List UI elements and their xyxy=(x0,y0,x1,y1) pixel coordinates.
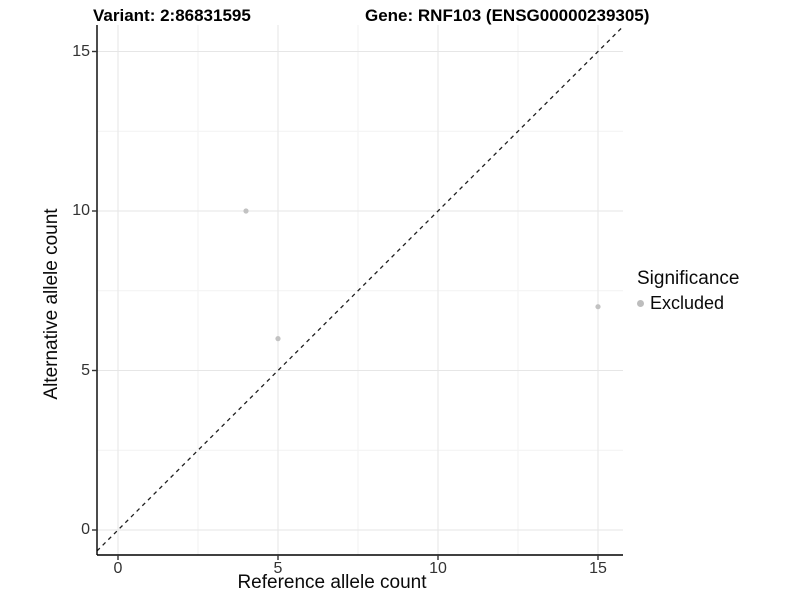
identity-dashed-line xyxy=(96,26,624,552)
plot-title-variant: Variant: 2:86831595 xyxy=(93,6,251,25)
y-tick-label: 15 xyxy=(72,42,90,60)
legend-title: Significance xyxy=(637,268,740,289)
x-tick-label: 5 xyxy=(273,560,283,577)
data-point xyxy=(595,304,601,310)
x-tick-label: 10 xyxy=(429,560,447,577)
x-tick-label: 0 xyxy=(113,560,123,577)
y-tick-label: 5 xyxy=(81,361,90,379)
plot-title-gene: Gene: RNF103 (ENSG00000239305) xyxy=(365,6,650,25)
legend: Significance Excluded xyxy=(637,268,739,314)
y-tick-label: 10 xyxy=(72,202,90,219)
data-point xyxy=(275,336,281,342)
y-axis-title: Alternative allele count xyxy=(41,208,62,400)
x-tick-label: 15 xyxy=(589,560,607,577)
legend-entry-label: Excluded xyxy=(650,293,725,313)
x-axis-title: Reference allele count xyxy=(237,572,427,593)
legend-key-point-icon xyxy=(637,300,644,307)
data-point xyxy=(243,208,249,214)
y-axis-title-wrap: Alternative allele count xyxy=(0,208,182,399)
legend-entry-excluded: Excluded xyxy=(637,293,739,314)
y-tick-label: 0 xyxy=(81,521,90,538)
